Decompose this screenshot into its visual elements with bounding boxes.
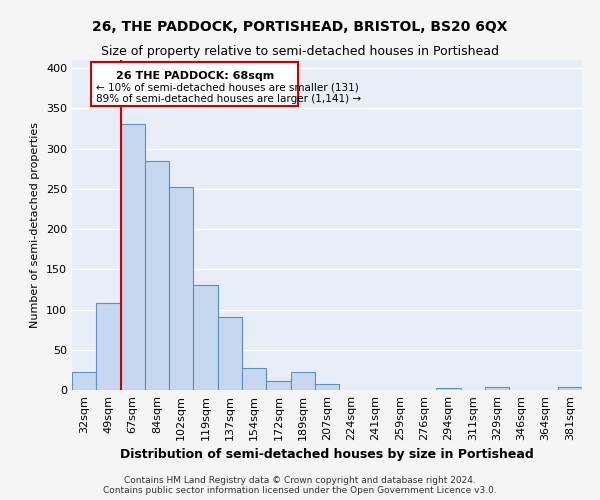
Text: 89% of semi-detached houses are larger (1,141) →: 89% of semi-detached houses are larger (… — [96, 94, 361, 104]
Bar — [193, 286, 218, 390]
Bar — [91, 62, 298, 106]
Text: 26, THE PADDOCK, PORTISHEAD, BRISTOL, BS20 6QX: 26, THE PADDOCK, PORTISHEAD, BRISTOL, BS… — [92, 20, 508, 34]
Bar — [315, 384, 339, 390]
Bar — [72, 372, 96, 390]
Bar — [242, 368, 266, 390]
Bar — [218, 317, 242, 390]
Text: 26 THE PADDOCK: 68sqm: 26 THE PADDOCK: 68sqm — [116, 72, 274, 82]
Bar — [169, 187, 193, 390]
Bar — [485, 387, 509, 390]
Text: ← 10% of semi-detached houses are smaller (131): ← 10% of semi-detached houses are smalle… — [96, 82, 359, 92]
Text: Contains HM Land Registry data © Crown copyright and database right 2024.
Contai: Contains HM Land Registry data © Crown c… — [103, 476, 497, 495]
Y-axis label: Number of semi-detached properties: Number of semi-detached properties — [31, 122, 40, 328]
Text: Size of property relative to semi-detached houses in Portishead: Size of property relative to semi-detach… — [101, 45, 499, 58]
X-axis label: Distribution of semi-detached houses by size in Portishead: Distribution of semi-detached houses by … — [120, 448, 534, 462]
Bar — [558, 387, 582, 390]
Bar — [436, 388, 461, 390]
Bar — [290, 372, 315, 390]
Bar — [121, 124, 145, 390]
Bar — [145, 160, 169, 390]
Bar — [266, 381, 290, 390]
Bar — [96, 303, 121, 390]
